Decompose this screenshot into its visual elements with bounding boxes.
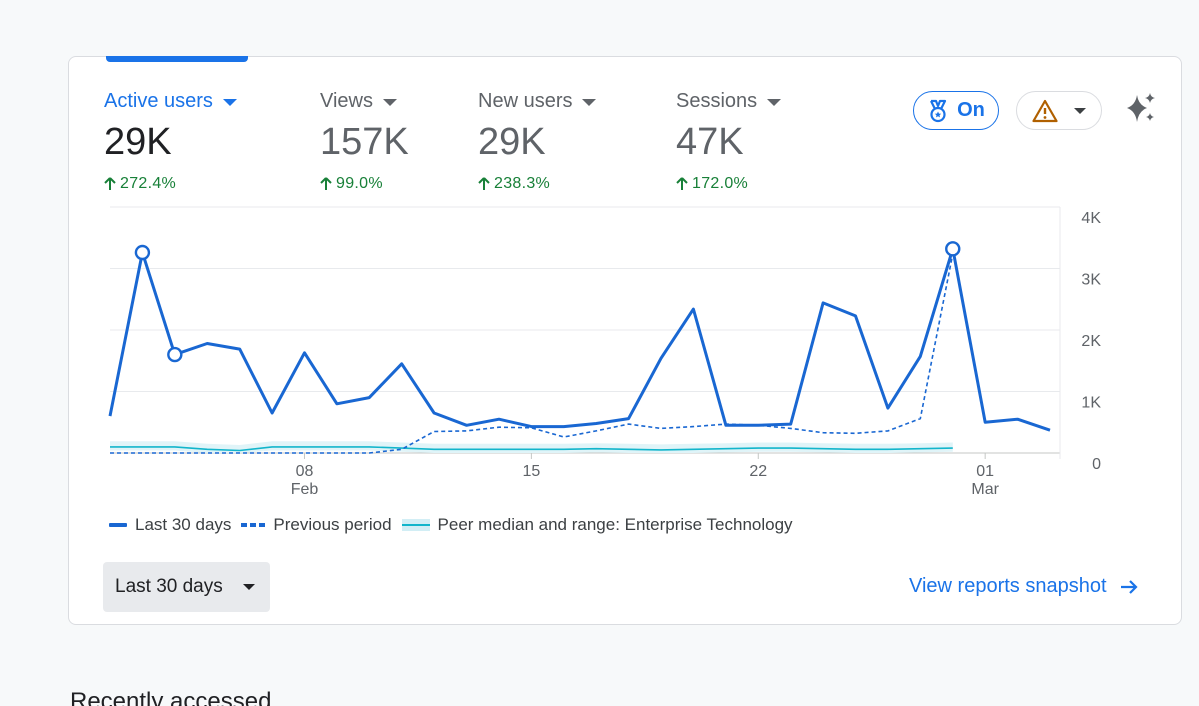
legend-item-peer-median: Peer median and range: Enterprise Techno… [401, 515, 793, 535]
badge-icon [930, 99, 947, 122]
metric-change: 238.3% [478, 175, 596, 193]
sparkle-icon[interactable] [1123, 91, 1159, 127]
alerts-dropdown-button[interactable] [1016, 91, 1102, 130]
arrow-up-icon [676, 177, 688, 190]
caret-down-icon [222, 99, 237, 106]
legend-label: Previous period [273, 515, 392, 534]
view-reports-snapshot-link[interactable]: View reports snapshot [909, 575, 1139, 598]
warning-icon [1032, 99, 1058, 122]
dashed-line-icon [241, 523, 266, 527]
metric-value: 29K [478, 121, 546, 163]
metric-new-users[interactable]: New users 29K 238.3% [478, 90, 597, 193]
date-range-label: Last 30 days [115, 576, 223, 597]
metric-sessions[interactable]: Sessions 47K 172.0% [676, 90, 782, 193]
arrow-up-icon [104, 177, 116, 190]
metric-new-users-dropdown[interactable]: New users [478, 90, 597, 113]
snapshot-link-label: View reports snapshot [909, 575, 1107, 597]
solid-line-icon [109, 523, 127, 527]
metric-views[interactable]: Views 157K 99.0% [320, 90, 409, 193]
legend-label: Last 30 days [135, 515, 232, 534]
metric-label: Active users [104, 90, 213, 112]
caret-down-icon [1074, 107, 1086, 114]
chart-legend: Last 30 days Previous period Peer median… [109, 515, 803, 535]
metric-views-dropdown[interactable]: Views [320, 90, 409, 113]
metric-label: Sessions [676, 90, 758, 112]
metric-value: 29K [104, 121, 172, 163]
insights-toggle-button[interactable]: On [913, 91, 999, 130]
metric-label: Views [320, 90, 373, 112]
metric-change-value: 172.0% [692, 175, 749, 192]
caret-down-icon [582, 99, 597, 106]
date-range-dropdown[interactable]: Last 30 days [103, 562, 270, 612]
caret-down-icon [767, 99, 782, 106]
arrow-up-icon [478, 177, 490, 190]
arrow-right-icon [1120, 579, 1138, 594]
caret-down-icon [383, 99, 397, 106]
legend-label: Peer median and range: Enterprise Techno… [437, 515, 793, 534]
metric-change: 272.4% [104, 175, 237, 193]
metric-change-value: 272.4% [120, 175, 177, 192]
metric-change: 99.0% [320, 175, 409, 193]
arrow-up-icon [320, 177, 332, 190]
metric-active-users[interactable]: Active users 29K 272.4% [104, 90, 237, 193]
legend-item-previous-period: Previous period [241, 515, 392, 535]
active-metric-indicator [106, 56, 248, 62]
metric-active-users-dropdown[interactable]: Active users [104, 90, 237, 113]
metric-value: 47K [676, 121, 744, 163]
metric-value: 157K [320, 121, 409, 163]
metric-change: 172.0% [676, 175, 781, 193]
band-line-icon [401, 519, 430, 531]
metric-sessions-dropdown[interactable]: Sessions [676, 90, 782, 113]
metric-label: New users [478, 90, 573, 112]
metric-change-value: 99.0% [336, 175, 383, 192]
legend-item-last-30-days: Last 30 days [109, 515, 231, 535]
metric-change-value: 238.3% [494, 175, 551, 192]
recently-accessed-heading: Recently accessed [70, 688, 272, 706]
caret-down-icon [242, 584, 255, 590]
insights-toggle-label: On [957, 99, 985, 121]
